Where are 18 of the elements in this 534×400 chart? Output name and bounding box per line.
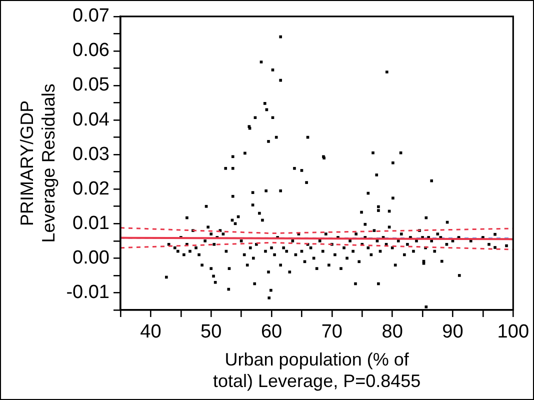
- y-tick-label: 0.07: [72, 6, 110, 27]
- y-tick-label: 0.05: [72, 74, 110, 96]
- y-tick-label: 0.00: [72, 247, 110, 268]
- x-tick-label: 70: [321, 322, 342, 343]
- y-tick-label: -0.01: [66, 282, 110, 303]
- x-axis-title: Urban population (% of total) Leverage, P=0.8455: [213, 350, 421, 392]
- x-tick-label: 80: [382, 322, 403, 343]
- y-axis-title: PRIMARY/GDP Leverage Residuals: [16, 84, 58, 243]
- y-tick-label: 0.01: [72, 212, 110, 234]
- x-tick-label: 50: [200, 322, 222, 343]
- x-tick-label: 40: [140, 322, 162, 343]
- y-tick-label: 0.03: [72, 144, 110, 165]
- x-tick-label: 60: [260, 322, 282, 343]
- y-tick-label: 0.04: [72, 109, 110, 130]
- y-tick-label: 0.06: [72, 40, 110, 62]
- x-tick-label: 90: [442, 322, 464, 343]
- y-tick-label: 0.02: [72, 178, 110, 200]
- x-tick-label: 100: [497, 322, 529, 343]
